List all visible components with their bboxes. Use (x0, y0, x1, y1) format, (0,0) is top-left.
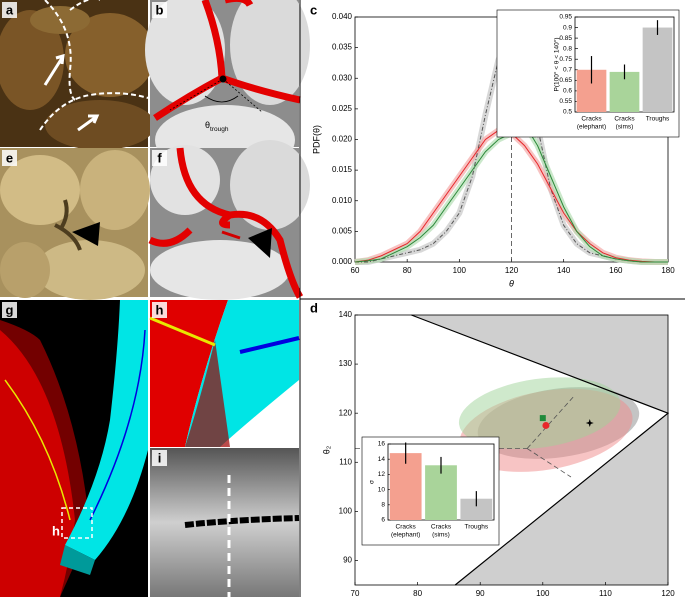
x-tick-label: 140 (557, 266, 571, 275)
marker (539, 415, 546, 422)
marker (585, 419, 594, 427)
x-tick-label: 80 (403, 266, 412, 275)
y-axis-label: P(100° < θ < 140°) (553, 38, 561, 92)
render-g (0, 300, 148, 597)
y-tick-label: 120 (339, 408, 353, 417)
x-tick-label: (elephant) (577, 124, 606, 131)
guide-line (526, 448, 572, 478)
render-h (149, 300, 300, 447)
render-b (145, 0, 310, 175)
y-tick-label: 0.035 (332, 43, 353, 52)
x-tick-label: Cracks (581, 116, 602, 123)
y-tick-label: 0.025 (332, 104, 353, 113)
y-tick-label: 0.75 (559, 56, 572, 63)
x-tick-label: 110 (599, 589, 612, 597)
y-tick-label: 0.65 (559, 77, 572, 84)
guide-line (526, 395, 575, 449)
panel-letter: f (157, 150, 162, 165)
panel-letter: c (310, 2, 317, 17)
x-tick-label: 160 (609, 266, 623, 275)
y-axis-label: σ (369, 480, 376, 484)
y-tick-label: 0.010 (332, 196, 353, 205)
y-tick-label: 0.020 (332, 135, 353, 144)
y-tick-label: 100 (339, 506, 353, 515)
y-tick-label: 14 (378, 456, 386, 463)
panel-letter: e (6, 150, 13, 165)
x-tick-label: (sims) (432, 532, 450, 539)
panel-letter: g (6, 302, 14, 317)
y-tick-label: 0.040 (332, 12, 353, 21)
x-tick-label: 120 (661, 589, 675, 597)
y-tick-label: 16 (378, 441, 386, 448)
y-tick-label: 0.030 (332, 73, 353, 82)
bar (425, 465, 457, 520)
x-tick-label: Troughs (465, 524, 489, 531)
photo-a (0, 0, 155, 150)
panel-letter: a (6, 2, 14, 17)
x-tick-label: 80 (413, 589, 422, 597)
x-tick-label: 70 (351, 589, 360, 597)
y-tick-label: 0.8 (563, 45, 572, 52)
x-axis-label: θ (509, 278, 514, 288)
y-tick-label: 0.85 (559, 35, 572, 42)
y-tick-label: 0.55 (559, 98, 572, 105)
y-tick-label: 6 (381, 517, 385, 524)
angle-subscript: trough (210, 126, 229, 133)
bar (389, 453, 422, 520)
marker (542, 421, 550, 429)
box-label: h (52, 523, 60, 538)
panel-letters: a b e f g h i h θtrough (2, 2, 229, 538)
y-tick-label: 130 (339, 359, 353, 368)
y-tick-label: 0.7 (563, 66, 572, 73)
bar (642, 27, 673, 112)
render-i (150, 448, 300, 597)
x-tick-label: 120 (505, 266, 519, 275)
x-tick-label: (elephant) (391, 532, 420, 539)
panel-letter: h (156, 302, 164, 317)
x-tick-label: 180 (661, 266, 675, 275)
y-tick-label: 0.015 (332, 165, 353, 174)
y-axis-label: θ₂ (321, 445, 331, 454)
angle-label: θtrough (205, 120, 229, 132)
plot-frame (354, 314, 669, 586)
y-axis-label: PDF(θ) (311, 125, 321, 154)
x-tick-label: 60 (351, 266, 360, 275)
x-tick-label: Cracks (396, 524, 417, 531)
x-tick-label: 100 (536, 589, 550, 597)
x-tick-label: 90 (476, 589, 485, 597)
forbidden-region (411, 315, 668, 585)
x-tick-label: 100 (453, 266, 467, 275)
y-tick-label: 0.005 (332, 226, 353, 235)
panel-letter: d (310, 300, 318, 315)
panel-letter: i (158, 450, 162, 465)
y-tick-label: 10 (378, 486, 386, 493)
x-tick-label: (sims) (616, 124, 634, 131)
y-tick-label: 0.6 (563, 88, 572, 95)
y-tick-label: 0.9 (563, 24, 572, 31)
panel-letter: b (156, 2, 164, 17)
y-tick-label: 0.95 (559, 14, 572, 21)
bar (460, 498, 493, 520)
y-tick-label: 90 (343, 556, 352, 565)
angle-symbol: θ (205, 120, 210, 130)
y-tick-label: 140 (339, 310, 353, 319)
y-tick-label: 110 (339, 457, 352, 466)
x-tick-label: Cracks (431, 524, 452, 531)
y-tick-label: 0.5 (563, 109, 572, 116)
y-tick-label: 8 (381, 502, 385, 509)
x-tick-label: Cracks (614, 116, 635, 123)
render-f (148, 140, 310, 300)
y-tick-label: 0.000 (332, 257, 353, 266)
x-tick-label: Troughs (646, 116, 670, 123)
spread-ellipse (458, 377, 621, 450)
photo-e (0, 148, 150, 300)
y-tick-label: 12 (378, 471, 386, 478)
